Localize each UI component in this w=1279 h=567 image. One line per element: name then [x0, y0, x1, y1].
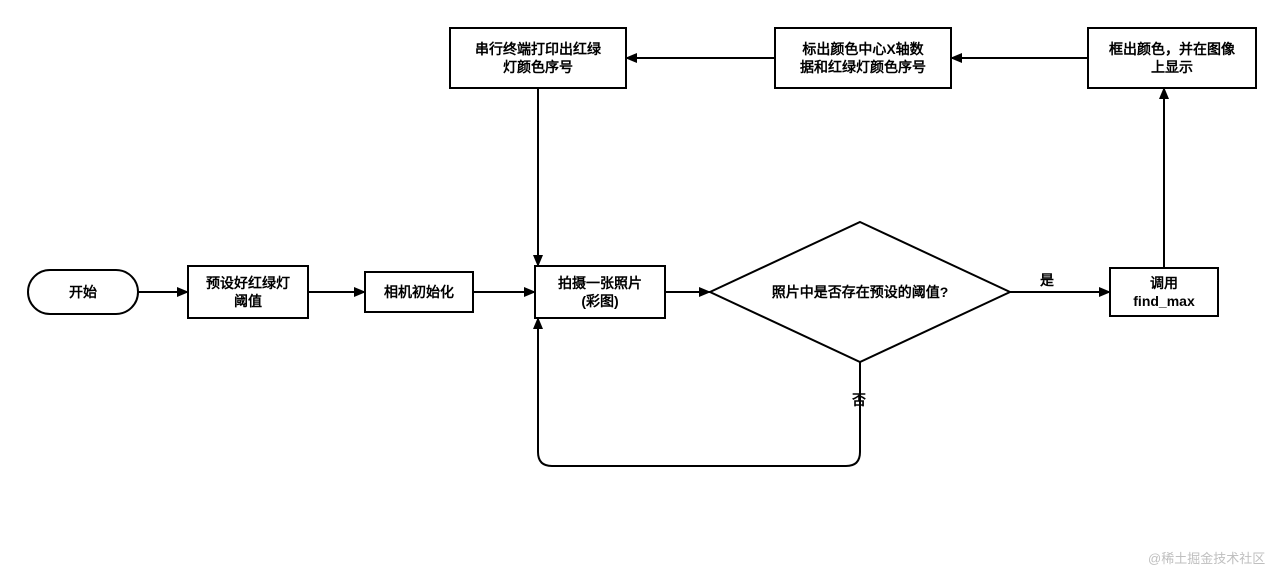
node-findmax [1110, 268, 1218, 316]
node-serialprint [450, 28, 626, 88]
flowchart-canvas [0, 0, 1279, 566]
node-decision [710, 222, 1010, 362]
node-preset [188, 266, 308, 318]
node-markxcolor [775, 28, 951, 88]
node-capture [535, 266, 665, 318]
node-start [28, 270, 138, 314]
node-boxcolor [1088, 28, 1256, 88]
node-caminit [365, 272, 473, 312]
